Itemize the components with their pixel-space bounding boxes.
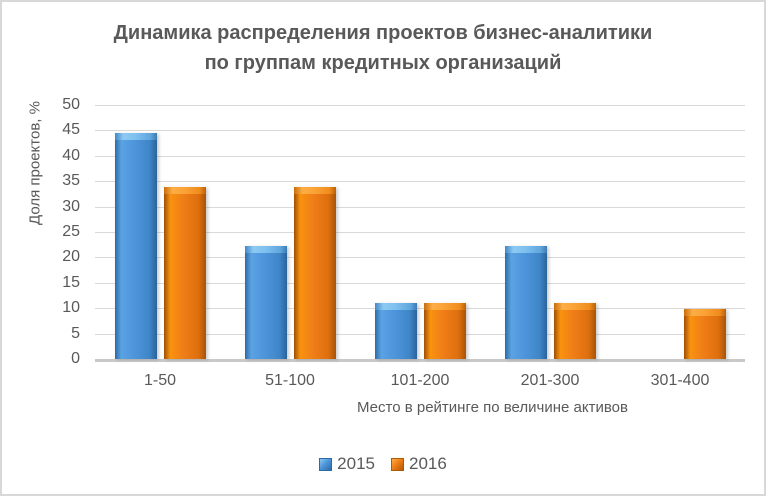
bar-2016-1-50 [164,186,206,359]
y-axis-tick-label: 5 [71,324,80,342]
gridline [95,308,745,310]
x-axis-tick-label: 101-200 [390,372,450,389]
y-axis-tick-label: 25 [62,223,80,240]
gridline [95,105,745,106]
y-axis-tick-label: 20 [62,248,80,266]
y-axis-tick-label: 50 [62,96,80,113]
bar-2015-101-200 [375,302,417,359]
chart-title-line-1: Динамика распределения проектов бизнес-а… [113,22,653,44]
bar-2016-301-400 [684,308,726,359]
y-axis-tick-label: 45 [62,121,80,139]
y-axis-tick-label: 30 [62,197,80,215]
legend-item-2015: 2015 [319,454,375,474]
chart-title: Динамика распределения проектов бизнес-а… [2,18,764,78]
bar-2015-1-50 [115,133,157,359]
bar-2016-101-200 [424,302,466,359]
x-axis-tick-labels: 1-50 51-100 101-200 201-300 301-400 [95,372,745,390]
x-axis-tick-label: 201-300 [520,372,580,389]
legend-label: 2016 [409,454,447,473]
x-axis-tick-label: 1-50 [143,372,177,389]
chart-title-line-2: по группам кредитных организаций [204,52,562,74]
gridline [95,282,745,284]
x-axis-title: Место в рейтинге по величине активов [357,399,628,416]
x-axis-tick-label: 301-400 [650,372,710,389]
legend-item-2016: 2016 [391,454,447,474]
bar-2016-51-100 [294,186,336,359]
legend: 2015 2016 [2,454,764,474]
gridline [95,130,745,132]
legend-swatch-icon [319,457,333,471]
legend-swatch-icon [391,457,404,471]
gridline [95,232,745,233]
gridline [95,333,745,335]
y-axis-tick-label: 40 [62,146,80,164]
bar-2015-201-300 [505,246,547,359]
gridline [95,155,745,157]
gridline [95,181,745,183]
y-axis-tick-label: 35 [62,172,80,190]
y-axis-tick-label: 0 [71,350,80,367]
plot-area [95,105,745,362]
gridline [95,206,745,208]
x-axis-tick-label: 51-100 [265,372,315,389]
gridline [95,257,745,259]
bar-2016-201-300 [554,302,596,359]
bar-2015-51-100 [245,246,287,359]
y-axis-tick-label: 10 [62,299,80,317]
y-axis-tick-label: 15 [62,273,80,291]
legend-label: 2015 [337,454,375,473]
